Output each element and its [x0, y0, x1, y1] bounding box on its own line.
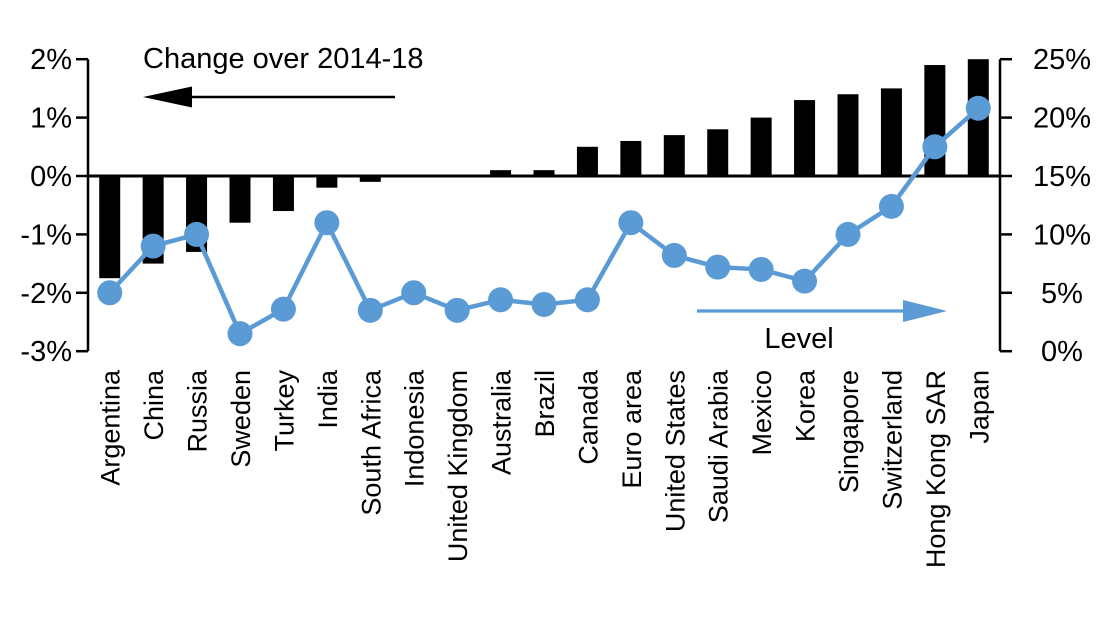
right-axis-tick-label: 20%	[1033, 103, 1091, 135]
line-series	[97, 95, 991, 347]
category-label: United Kingdom	[443, 370, 473, 562]
category-label: Japan	[964, 370, 994, 444]
category-label: Canada	[573, 369, 603, 465]
left-axis-tick-label: 2%	[30, 44, 72, 76]
bar	[794, 100, 816, 176]
level-marker	[227, 321, 253, 347]
bar	[663, 135, 685, 176]
level-marker	[97, 280, 123, 306]
left-axis-tick-label: -1%	[20, 219, 72, 251]
level-marker	[965, 95, 991, 121]
left-axis-tick-label: -2%	[20, 278, 72, 310]
level-marker	[314, 210, 340, 236]
category-label: Turkey	[269, 370, 299, 452]
right-axis-tick-label: 25%	[1033, 44, 1091, 76]
right-arrow	[697, 300, 947, 322]
bar-series-title: Change over 2014-18	[143, 43, 424, 75]
left-arrow-head	[143, 86, 192, 108]
right-axis-tick-label: 15%	[1033, 161, 1091, 193]
bar	[359, 176, 381, 182]
bar	[316, 176, 338, 188]
category-label: Argentina	[96, 369, 126, 486]
level-marker	[705, 254, 731, 280]
category-axis-labels: Argentina China Russia Sweden Turkey India Sou…	[96, 369, 995, 568]
bar	[490, 170, 512, 176]
level-marker	[878, 193, 904, 219]
right-axis-tick-label: 0%	[1041, 336, 1083, 368]
level-marker	[574, 287, 600, 313]
bar	[880, 88, 902, 176]
bar	[837, 94, 859, 176]
category-label: Mexico	[747, 370, 777, 456]
bar	[707, 129, 729, 176]
left-arrow	[143, 86, 395, 108]
bar	[620, 140, 642, 176]
level-marker	[748, 256, 774, 282]
level-marker	[357, 297, 383, 323]
category-label: Singapore	[834, 370, 864, 493]
category-label: Saudi Arabia	[704, 369, 734, 523]
category-label: Euro area	[617, 369, 647, 489]
category-label: China	[139, 369, 169, 441]
axes: 2% 1% 0% -1% -2% -3% 25% 20% 15% 10% 5% 0%	[20, 44, 1091, 368]
level-marker	[531, 291, 557, 317]
category-label: Korea	[791, 369, 821, 442]
level-marker	[184, 221, 210, 247]
bar	[533, 170, 555, 176]
bar-series	[99, 59, 989, 279]
right-arrow-head	[903, 300, 947, 322]
category-label: Switzerland	[877, 370, 907, 510]
level-marker	[922, 134, 948, 160]
category-label: Australia	[487, 369, 517, 475]
left-axis-tick-label: 1%	[30, 103, 72, 135]
category-label: South Africa	[356, 369, 386, 516]
level-marker	[835, 221, 861, 247]
category-label: Indonesia	[400, 369, 430, 487]
left-axis-tick-label: 0%	[30, 161, 72, 193]
bar	[272, 176, 294, 212]
level-marker	[792, 268, 818, 294]
right-axis-tick-label: 10%	[1033, 219, 1091, 251]
left-axis-tick-label: -3%	[20, 336, 72, 368]
level-marker	[444, 297, 470, 323]
level-marker	[661, 242, 687, 268]
bar	[576, 146, 598, 176]
category-label: Sweden	[226, 370, 256, 468]
category-label: Hong Kong SAR	[921, 370, 951, 568]
level-marker	[488, 287, 514, 313]
level-marker	[618, 210, 644, 236]
category-label: Russia	[183, 369, 213, 453]
level-marker	[270, 296, 296, 322]
level-marker	[401, 280, 427, 306]
right-axis-tick-label: 5%	[1041, 278, 1083, 310]
line-series-title: Level	[764, 323, 833, 355]
category-label: Brazil	[530, 370, 560, 438]
level-marker	[140, 233, 166, 259]
category-label: United States	[660, 370, 690, 532]
category-label: India	[313, 369, 343, 429]
bar	[229, 176, 251, 223]
bar	[750, 117, 772, 176]
bar	[99, 176, 121, 279]
